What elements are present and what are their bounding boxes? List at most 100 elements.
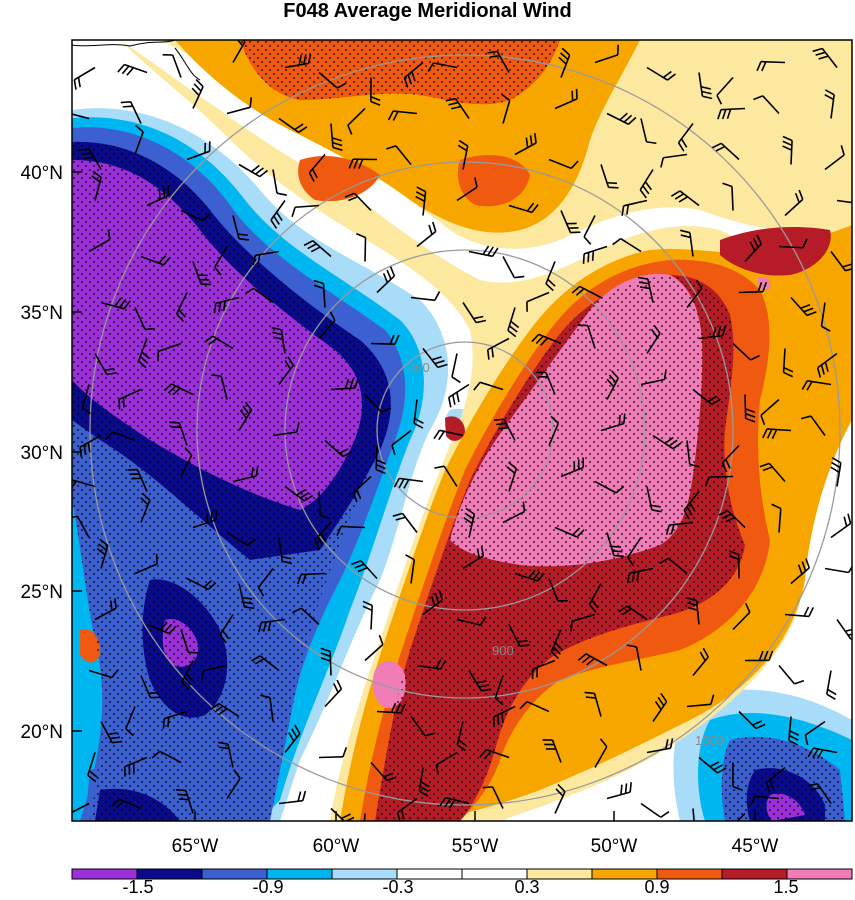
wind-barb-feather	[60, 113, 66, 121]
wind-barb-feather	[105, 431, 114, 440]
wind-barb-feather	[357, 567, 368, 573]
wind-barb-feather	[267, 621, 272, 632]
wind-barb-feather	[654, 700, 662, 711]
wind-barb	[548, 578, 559, 602]
wind-barb-feather	[750, 354, 760, 361]
wind-barb-feather	[135, 124, 144, 133]
wind-barb	[836, 199, 852, 204]
wind-barb-feather	[464, 512, 474, 520]
wind-barb-feather	[87, 774, 97, 783]
wind-barb-feather	[333, 683, 339, 693]
wind-barb-feather	[332, 141, 343, 147]
wind-barb	[810, 415, 826, 436]
wind-barb-feather	[260, 694, 271, 699]
wind-barb-feather	[582, 655, 591, 664]
lat-label-40n: 40°N	[21, 163, 63, 184]
wind-barb-feather	[561, 47, 571, 56]
wind-barb-feather	[275, 211, 283, 222]
wind-barb-feather	[329, 311, 336, 321]
wind-barb-feather	[710, 694, 715, 705]
wind-barb-feather	[753, 95, 764, 101]
wind-barb-feather	[313, 284, 324, 290]
wind-barb-feather	[670, 524, 675, 535]
wind-barb-feather	[203, 579, 213, 588]
wind-barb-feather	[420, 781, 430, 788]
wind-barb-feather	[250, 467, 254, 478]
wind-barb-feather	[680, 138, 688, 148]
wind-barb-feather	[717, 767, 727, 774]
wind-barb	[370, 342, 396, 345]
wind-barb	[548, 423, 560, 446]
wind-barb-feather	[783, 366, 794, 373]
wind-barb-feather	[659, 557, 669, 565]
wind-barb-feather	[806, 311, 817, 317]
wind-barb-feather	[411, 71, 416, 82]
wind-barb-feather	[608, 374, 617, 384]
wind-barb	[491, 786, 504, 809]
wind-barb-feather	[830, 466, 840, 473]
wind-barb	[594, 746, 608, 768]
wind-barb-feather	[288, 732, 295, 742]
wind-barb-feather	[393, 477, 400, 488]
wind-barb-feather	[531, 333, 540, 343]
wind-barb	[436, 751, 458, 766]
wind-barb-feather	[342, 747, 348, 758]
colorbar	[71, 868, 853, 880]
wind-barb-feather	[711, 398, 721, 406]
wind-barb-feather	[433, 429, 441, 440]
wind-barb-feather	[257, 254, 261, 265]
wind-barb	[494, 675, 504, 699]
wind-barb-feather	[273, 215, 280, 225]
wind-barb-feather	[443, 798, 452, 808]
wind-barb-feather	[72, 479, 73, 482]
wind-barb-feather	[631, 572, 635, 583]
wind-barb-feather	[184, 447, 193, 456]
wind-barb-feather	[347, 124, 353, 135]
wind-barb-feather	[167, 385, 177, 394]
wind-barb-feather	[362, 600, 373, 607]
wind-barb-feather	[320, 657, 331, 662]
wind-barb	[203, 664, 228, 672]
wind-barb	[640, 802, 662, 818]
wind-barb-feather	[749, 795, 756, 806]
wind-barb-feather	[344, 378, 350, 389]
wind-barb-feather	[550, 415, 559, 424]
colorbar-label-0-3: 0.3	[514, 877, 539, 897]
wind-barb	[329, 651, 332, 676]
wind-barb-feather	[201, 670, 205, 681]
wind-barb-feather	[375, 463, 386, 470]
wind-barb-feather	[242, 596, 253, 600]
wind-barb-feather	[721, 109, 727, 120]
wind-barb-feather	[847, 565, 852, 573]
wind-barb	[502, 100, 511, 124]
wind-barb-feather	[96, 547, 106, 556]
wind-barb-feather	[678, 196, 688, 203]
wind-barb-feather	[320, 532, 327, 543]
wind-barb-feather	[525, 137, 529, 148]
wind-barb	[583, 215, 596, 238]
wind-barb-feather	[752, 238, 759, 248]
wind-barb-feather	[626, 204, 630, 215]
wind-barb-feather	[489, 54, 500, 58]
wind-barb-feather	[493, 418, 505, 422]
wind-barb-feather	[498, 426, 509, 430]
wind-barb-feather	[434, 465, 445, 469]
map-title: F048 Average Meridional Wind	[283, 0, 572, 22]
wind-barb	[300, 607, 320, 626]
wind-barb-feather	[382, 273, 389, 283]
wind-barb-feather	[395, 516, 406, 521]
wind-barb-feather	[763, 650, 769, 661]
wind-barb-feather	[619, 112, 628, 121]
wind-barb-feather	[591, 250, 595, 261]
wind-barb	[72, 802, 90, 814]
ring-label-1500: 1500	[695, 733, 724, 748]
wind-barb-feather	[663, 369, 667, 380]
wind-barb	[640, 378, 665, 386]
wind-barb-feather	[188, 651, 199, 654]
wind-barb-feather	[718, 510, 729, 516]
wind-barb-feather	[669, 738, 674, 749]
wind-barb-feather	[680, 229, 691, 234]
wind-barb-feather	[514, 275, 525, 279]
wind-barb	[456, 186, 478, 202]
wind-barb-feather	[801, 561, 807, 572]
